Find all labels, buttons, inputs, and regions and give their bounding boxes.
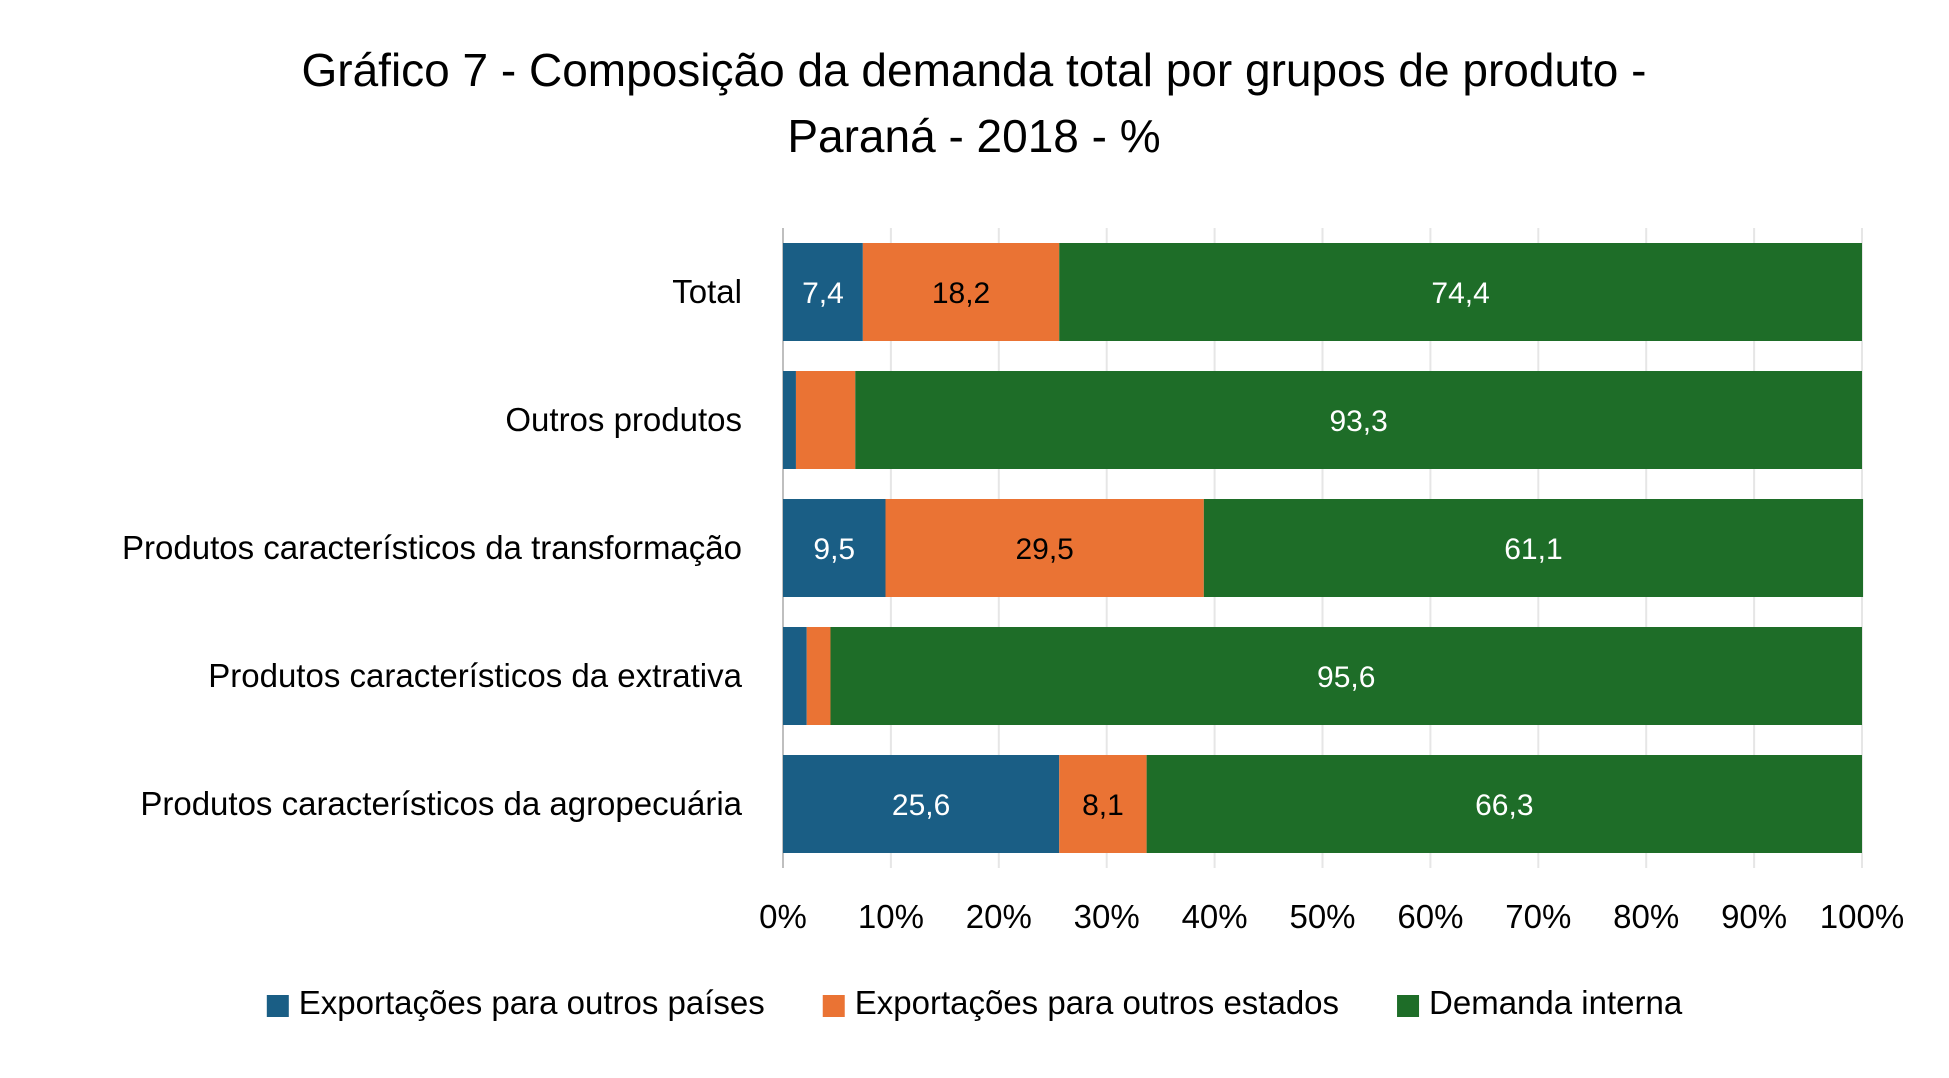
bar-segment-demanda-interna	[1059, 243, 1862, 341]
x-tick-label: 50%	[1289, 898, 1355, 935]
data-label: 95,6	[1317, 661, 1375, 694]
x-tick-label: 60%	[1397, 898, 1463, 935]
chart-title-line-2: Paraná - 2018 - %	[787, 110, 1160, 162]
chart-title-line-1: Gráfico 7 - Composição da demanda total …	[302, 44, 1647, 96]
bar-segment-exportacoes-para-outros-paises	[783, 755, 1060, 853]
category-label: Produtos característicos da agropecuária	[140, 785, 742, 822]
legend-label: Exportações para outros estados	[855, 984, 1339, 1021]
x-tick-label: 80%	[1613, 898, 1679, 935]
bar-segment-exportacoes-para-outros-estados	[795, 371, 856, 469]
legend-item-exportacoes-para-outros-paises: Exportações para outros países	[266, 984, 765, 1021]
category-label: Produtos característicos da extrativa	[208, 657, 742, 694]
x-tick-label: 90%	[1721, 898, 1787, 935]
data-label: 74,4	[1431, 277, 1489, 310]
x-tick-label: 0%	[759, 898, 807, 935]
data-label: 66,3	[1475, 789, 1533, 822]
value-axis: 0% 10% 20% 30% 40% 50% 60% 70% 80% 90% 100%	[759, 898, 1904, 935]
bar-segment-demanda-interna	[855, 371, 1862, 469]
legend-swatch	[822, 995, 845, 1017]
data-label: 7,4	[802, 277, 844, 310]
data-label: 61,1	[1504, 533, 1562, 566]
category-label: Total	[672, 273, 742, 310]
bar-segment-demanda-interna	[1203, 499, 1864, 597]
bar-segment-exportacoes-para-outros-paises	[783, 243, 863, 341]
bar-segment-exportacoes-para-outros-paises	[783, 499, 886, 597]
x-tick-label: 30%	[1074, 898, 1140, 935]
category-axis: Total Outros produtos Produtos característ…	[122, 273, 743, 822]
bar-segment-exportacoes-para-outros-estados	[862, 243, 1060, 341]
legend-item-exportacoes-para-outros-estados: Exportações para outros estados	[822, 984, 1339, 1021]
data-label: 8,1	[1082, 789, 1124, 822]
bar-segment-exportacoes-para-outros-paises	[783, 371, 796, 469]
x-tick-label: 100%	[1820, 898, 1904, 935]
data-label: 25,6	[892, 789, 950, 822]
legend: Exportações para outros países Exportaçõe…	[266, 984, 1683, 1021]
category-label: Outros produtos	[505, 401, 742, 438]
x-tick-label: 40%	[1182, 898, 1248, 935]
bars: 7,4 18,2 74,4 93,3 9,5 29,5 61,1 95,6 25,6 8,1 66,…	[783, 243, 1864, 853]
bar-segment-exportacoes-para-outros-paises	[783, 627, 807, 725]
legend-label: Exportações para outros países	[299, 984, 765, 1021]
bar-segment-demanda-interna	[1146, 755, 1862, 853]
legend-swatch	[1397, 995, 1420, 1017]
bar-segment-exportacoes-para-outros-estados	[1059, 755, 1147, 853]
legend-label: Demanda interna	[1429, 984, 1683, 1021]
category-label: Produtos característicos da transformaçã…	[122, 529, 742, 566]
data-label: 9,5	[813, 533, 855, 566]
data-label: 18,2	[932, 277, 990, 310]
legend-item-demanda-interna: Demanda interna	[1397, 984, 1683, 1021]
x-tick-label: 70%	[1505, 898, 1571, 935]
bar-segment-demanda-interna	[830, 627, 1862, 725]
x-tick-label: 20%	[966, 898, 1032, 935]
data-label: 29,5	[1015, 533, 1073, 566]
x-tick-label: 10%	[858, 898, 924, 935]
bar-segment-exportacoes-para-outros-estados	[806, 627, 831, 725]
legend-swatch	[266, 995, 289, 1017]
bar-segment-exportacoes-para-outros-estados	[885, 499, 1204, 597]
data-label: 93,3	[1329, 405, 1387, 438]
